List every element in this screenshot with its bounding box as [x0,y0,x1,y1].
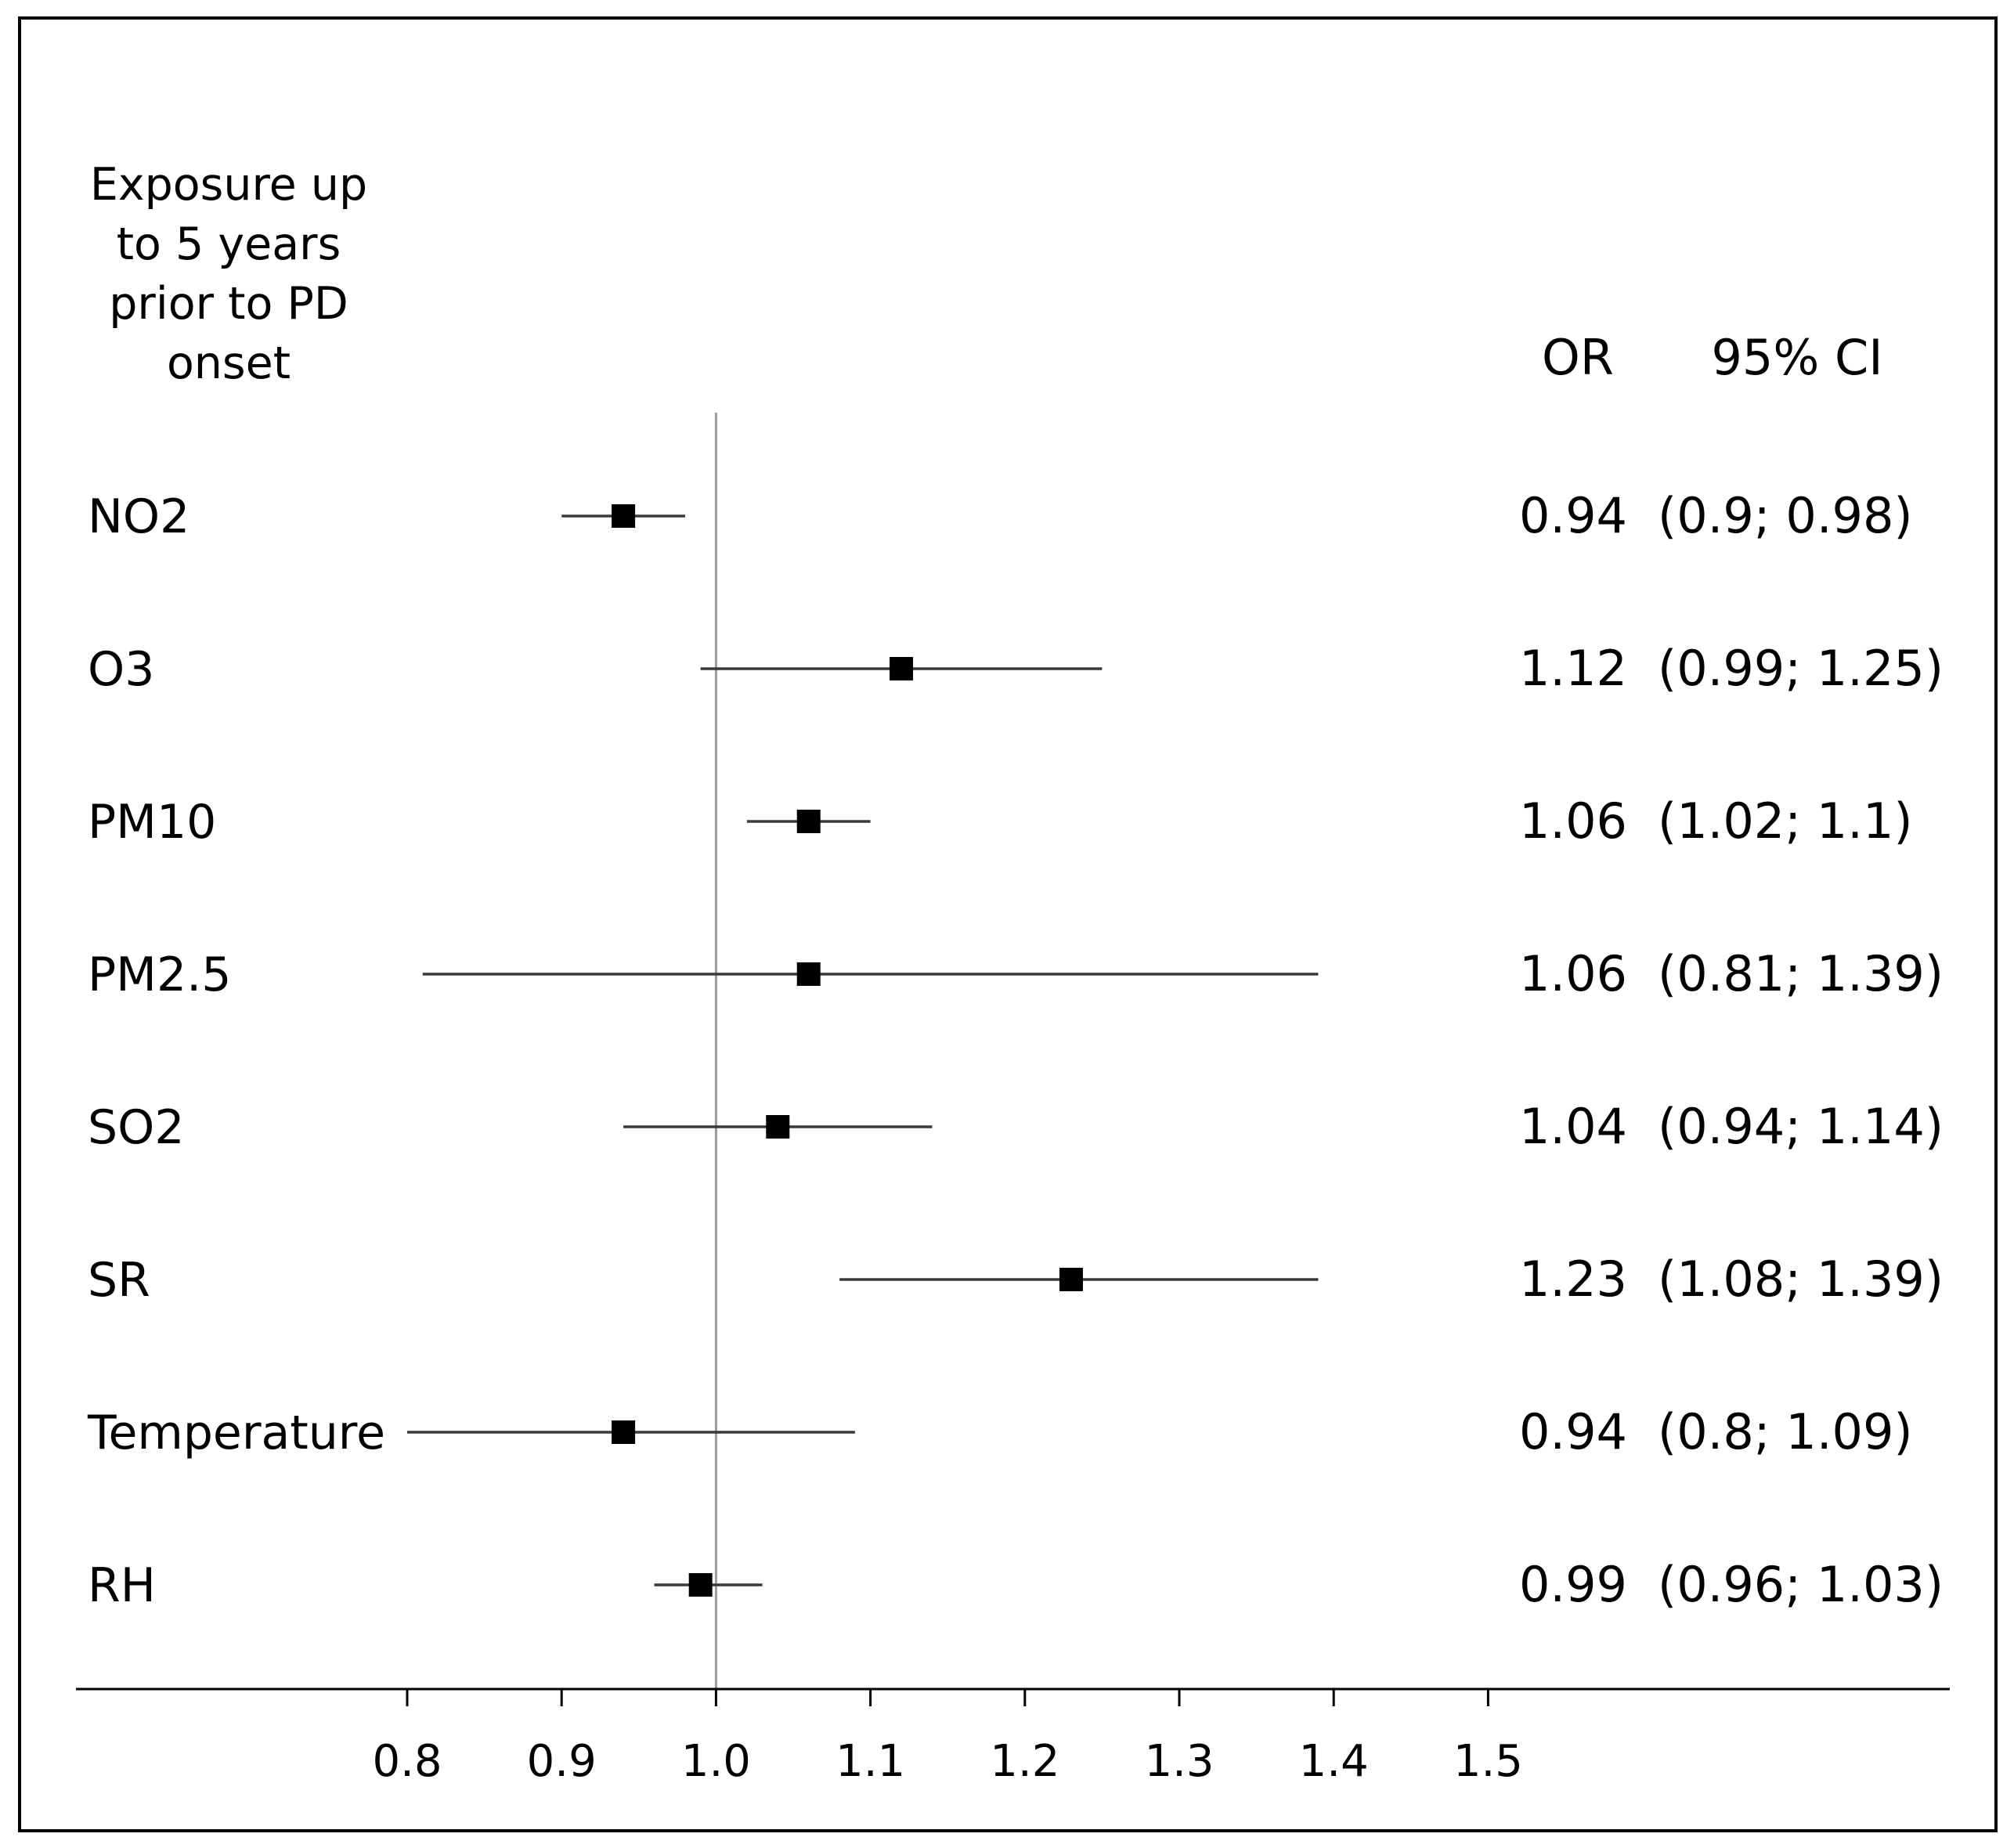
row-label: NO2 [88,489,189,544]
x-tick-label: 1.0 [681,1736,751,1787]
or-point-marker [1059,1268,1083,1291]
ci-value: (1.02; 1.1) [1658,792,1913,850]
header-line: Exposure up [90,159,367,211]
or-point-marker [890,657,914,680]
row-label: SR [88,1253,150,1308]
row-label: RH [88,1558,156,1613]
forest-row: O3 1.12 (0.99; 1.25) [88,640,1944,697]
x-tick-label: 1.2 [990,1736,1059,1787]
ci-value: (0.96; 1.03) [1658,1556,1944,1613]
forest-row: SO2 1.04 (0.94; 1.14) [88,1098,1944,1155]
or-point-marker [796,810,821,833]
row-label: Temperature [87,1406,385,1460]
ci-value: (1.08; 1.39) [1658,1251,1944,1308]
header-line: onset [167,337,291,389]
ci-value: (0.9; 0.98) [1658,487,1913,544]
plot-border [18,16,1998,1832]
x-tick-label: 0.9 [527,1736,597,1787]
or-value: 1.06 [1519,945,1627,1002]
or-point-marker [688,1573,713,1597]
or-value: 0.99 [1519,1556,1627,1613]
or-point-marker [766,1115,790,1139]
forest-row: NO2 0.94 (0.9; 0.98) [88,487,1913,544]
or-value: 1.04 [1519,1098,1627,1155]
header-line: prior to PD [109,278,348,330]
or-value: 1.06 [1519,792,1627,850]
ci-value: (0.94; 1.14) [1658,1098,1944,1155]
ci-value: (0.8; 1.09) [1658,1403,1913,1460]
row-label: PM2.5 [88,947,231,1002]
or-value: 0.94 [1519,487,1627,544]
ci-value: (0.99; 1.25) [1658,640,1944,697]
forest-row: PM10 1.06 (1.02; 1.1) [88,792,1913,850]
forest-row: PM2.5 1.06 (0.81; 1.39) [88,945,1944,1002]
or-value: 1.12 [1519,640,1627,697]
ci-value: (0.81; 1.39) [1658,945,1944,1002]
x-tick-label: 1.3 [1144,1736,1214,1787]
x-tick-label: 0.8 [372,1736,442,1787]
or-value: 0.94 [1519,1403,1627,1460]
or-point-marker [612,504,636,528]
forest-rows: NO2 0.94 (0.9; 0.98) O3 1.12 (0.99; 1.25) PM10… [87,487,1944,1613]
column-header: Exposure up to 5 years prior to PD onset [90,159,367,389]
row-label: SO2 [88,1100,185,1155]
ci-column-header: 95% CI [1711,329,1882,386]
x-tick-label: 1.5 [1453,1736,1523,1787]
x-tick-label: 1.1 [836,1736,905,1787]
or-column-header: OR [1542,329,1614,386]
row-label: O3 [88,642,154,697]
forest-row: Temperature 0.94 (0.8; 1.09) [87,1403,1913,1460]
row-label: PM10 [88,795,216,850]
or-point-marker [612,1420,636,1444]
forest-row: SR 1.23 (1.08; 1.39) [88,1251,1944,1308]
x-axis-ticks: 0.8 0.9 1.0 1.1 1.2 1.3 1.4 1.5 [372,1689,1523,1787]
or-value: 1.23 [1519,1251,1627,1308]
or-point-marker [796,962,821,986]
x-tick-label: 1.4 [1299,1736,1369,1787]
header-line: to 5 years [117,218,341,270]
forest-row: RH 0.99 (0.96; 1.03) [88,1556,1944,1613]
